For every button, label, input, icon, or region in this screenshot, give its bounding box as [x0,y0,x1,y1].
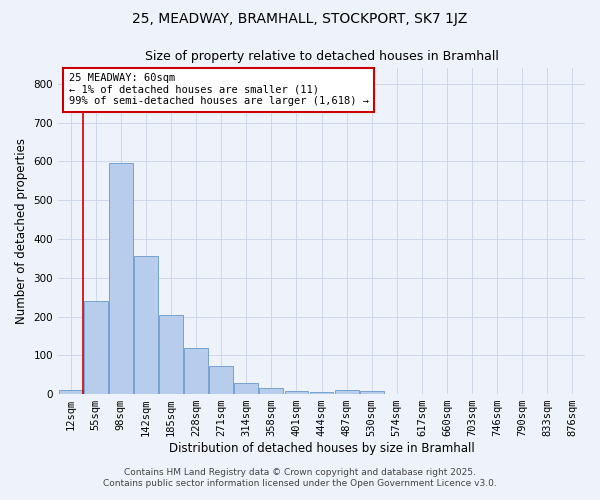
Bar [209,366,233,394]
Bar [84,301,107,394]
Bar [159,314,183,394]
Bar [360,391,383,394]
X-axis label: Distribution of detached houses by size in Bramhall: Distribution of detached houses by size … [169,442,475,455]
Text: 25 MEADWAY: 60sqm
← 1% of detached houses are smaller (11)
99% of semi-detached : 25 MEADWAY: 60sqm ← 1% of detached house… [68,73,368,106]
Bar [109,164,133,394]
Text: Contains HM Land Registry data © Crown copyright and database right 2025.
Contai: Contains HM Land Registry data © Crown c… [103,468,497,487]
Title: Size of property relative to detached houses in Bramhall: Size of property relative to detached ho… [145,50,499,63]
Bar [310,392,334,394]
Bar [59,390,83,394]
Text: 25, MEADWAY, BRAMHALL, STOCKPORT, SK7 1JZ: 25, MEADWAY, BRAMHALL, STOCKPORT, SK7 1J… [133,12,467,26]
Bar [235,383,258,394]
Bar [184,348,208,394]
Bar [134,256,158,394]
Bar [335,390,359,394]
Bar [259,388,283,394]
Bar [284,391,308,394]
Y-axis label: Number of detached properties: Number of detached properties [15,138,28,324]
